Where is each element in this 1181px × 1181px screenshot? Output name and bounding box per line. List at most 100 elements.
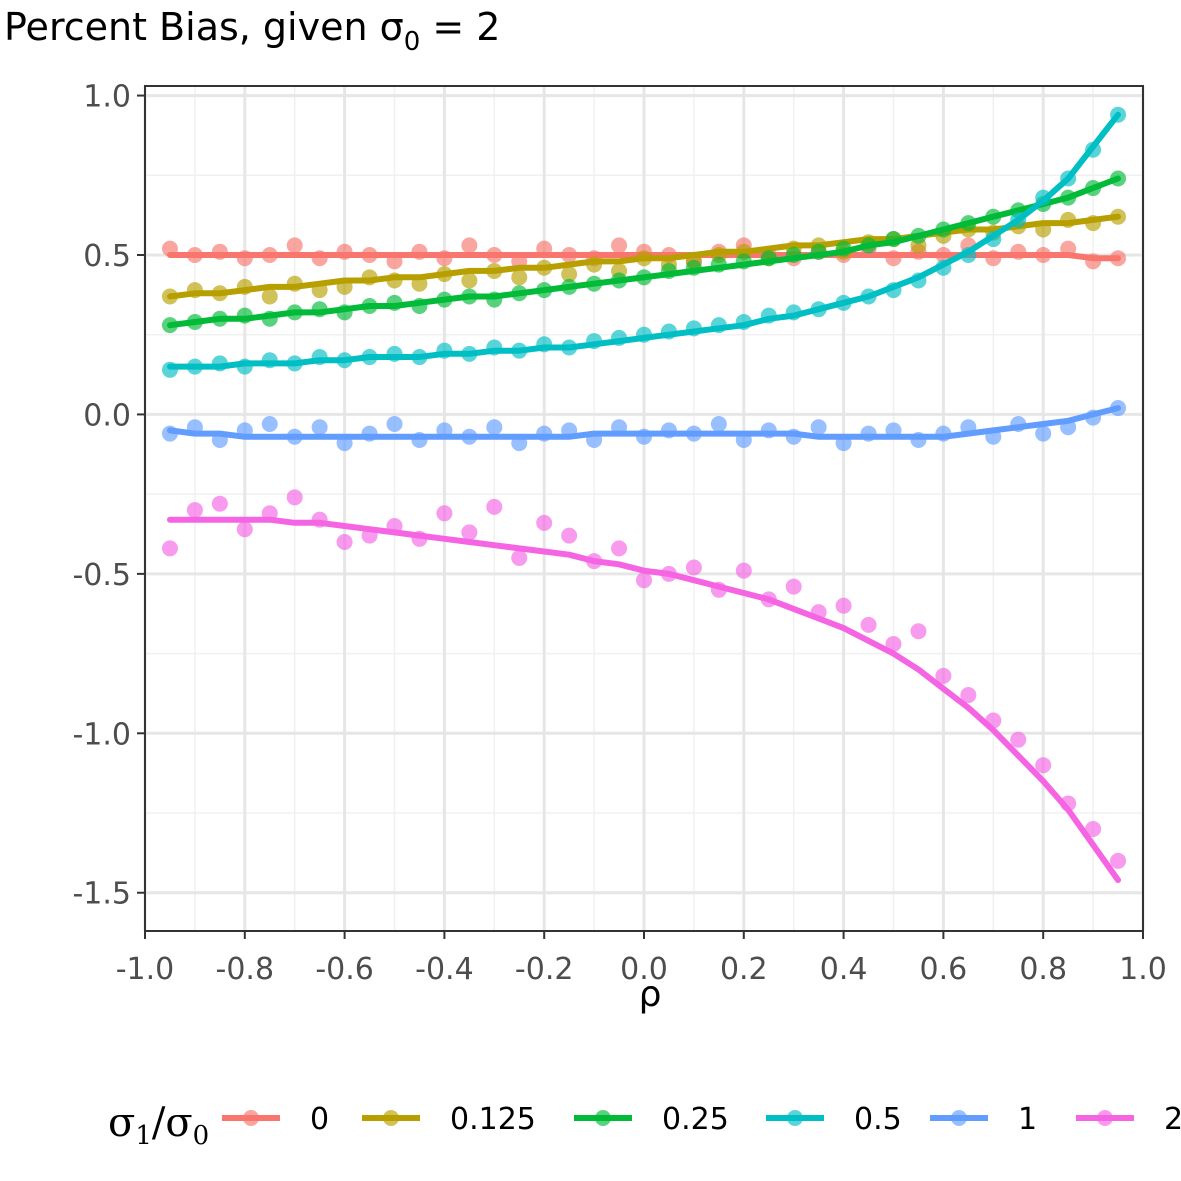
legend-items: 0 0.125 0.25 0.5 1 2 (222, 1102, 1181, 1137)
legend-title-sigma-2: σ (165, 1100, 192, 1146)
data-point (436, 505, 453, 522)
x-axis: -1.0 -0.8 -0.6 -0.4 -0.2 0.0 0.2 0.4 0.6 0.8 1.0 (116, 931, 1167, 987)
legend-key-point (787, 1110, 803, 1126)
x-tick-label: 0.2 (720, 952, 768, 987)
legend-key-point (1097, 1110, 1113, 1126)
data-point (611, 237, 628, 254)
data-point (261, 416, 278, 432)
data-point (511, 549, 528, 566)
data-point (461, 272, 478, 289)
data-point (685, 559, 702, 576)
data-point (186, 502, 203, 519)
data-point (785, 578, 802, 595)
data-point (860, 616, 877, 633)
y-tick-label: -1.5 (72, 877, 131, 912)
data-point (261, 288, 278, 305)
y-tick-label: 0.5 (83, 239, 131, 274)
x-tick-label: 0.0 (620, 952, 668, 987)
x-tick-label: -0.8 (216, 952, 275, 987)
legend-title-sigma-1: σ (108, 1100, 135, 1146)
legend-title-sub-2: 0 (193, 1121, 210, 1151)
data-point (885, 636, 902, 653)
data-point (710, 416, 727, 432)
data-point (211, 495, 228, 512)
legend-title-slash: / (152, 1100, 166, 1146)
data-point (1035, 757, 1052, 774)
data-point (286, 237, 303, 254)
data-point (311, 419, 328, 436)
legend-key-point (383, 1110, 399, 1126)
data-point (336, 533, 353, 550)
x-axis-title: ρ (639, 974, 662, 1015)
legend-item-0.25: 0.25 (574, 1102, 729, 1137)
data-point (286, 489, 303, 506)
series-2 (161, 489, 1127, 883)
data-point (486, 419, 503, 436)
data-point (1085, 820, 1102, 837)
y-tick-label: 1.0 (83, 80, 131, 115)
data-point (1035, 425, 1052, 442)
data-point (611, 540, 628, 557)
fit-line (167, 111, 1121, 370)
legend-item-1: 1 (930, 1102, 1037, 1137)
data-point (486, 498, 503, 515)
plot-panel (143, 85, 1145, 932)
y-tick-label: -0.5 (72, 558, 131, 593)
legend-label: 2 (1164, 1102, 1181, 1137)
x-tick-label: -0.4 (415, 952, 474, 987)
x-tick-label: -1.0 (116, 952, 175, 987)
chart-title: Percent Bias, given σ0 = 2 (4, 5, 500, 57)
series-0.25 (161, 170, 1127, 334)
y-axis: 1.0 0.5 0.0 -0.5 -1.0 -1.5 (72, 80, 145, 912)
x-tick-label: 0.8 (1019, 952, 1067, 987)
x-tick-label: 0.4 (820, 952, 868, 987)
data-point (636, 572, 652, 589)
title-sigma-subscript: 0 (404, 27, 421, 57)
data-point (960, 687, 977, 704)
fit-line (167, 516, 1121, 883)
legend-title: σ1/σ0 (108, 1100, 209, 1151)
x-tick-label: 1.0 (1119, 952, 1167, 987)
legend-item-2: 2 (1076, 1102, 1181, 1137)
legend-key-point (243, 1110, 259, 1126)
data-point (161, 540, 178, 557)
legend-label: 0.125 (450, 1102, 536, 1137)
legend-item-0.5: 0.5 (766, 1102, 902, 1137)
data-point (910, 623, 927, 640)
data-point (236, 521, 253, 538)
data-point (835, 597, 852, 614)
data-point (935, 667, 952, 684)
legend-label: 0.25 (662, 1102, 729, 1137)
x-tick-label: -0.2 (515, 952, 574, 987)
data-point (536, 514, 553, 531)
data-point (461, 237, 478, 254)
series-layer (161, 106, 1127, 883)
data-point (1110, 852, 1127, 869)
x-tick-label: -0.6 (315, 952, 374, 987)
title-suffix: = 2 (420, 5, 500, 49)
data-point (810, 419, 827, 436)
data-point (561, 266, 578, 283)
legend-key-point (951, 1110, 967, 1126)
legend-label: 0.5 (854, 1102, 902, 1137)
data-point (561, 527, 578, 544)
data-point (735, 562, 752, 579)
data-point (511, 269, 528, 286)
fit-line (167, 213, 1121, 300)
y-tick-label: 0.0 (83, 398, 131, 433)
y-tick-label: -1.0 (72, 717, 131, 752)
legend-title-sub-1: 1 (135, 1121, 152, 1151)
series-1 (161, 400, 1127, 452)
x-tick-label: 0.6 (920, 952, 968, 987)
legend-label: 1 (1018, 1102, 1037, 1137)
data-point (386, 416, 403, 432)
legend-item-0.125: 0.125 (362, 1102, 536, 1137)
legend-key-point (595, 1110, 611, 1126)
title-prefix: Percent Bias, given (4, 5, 380, 49)
legend: σ1/σ0 0 0.125 0.25 0.5 1 2 (108, 1100, 1181, 1151)
fit-line (167, 175, 1121, 329)
legend-label: 0 (310, 1102, 329, 1137)
title-sigma: σ (380, 5, 404, 49)
data-point (461, 524, 478, 541)
